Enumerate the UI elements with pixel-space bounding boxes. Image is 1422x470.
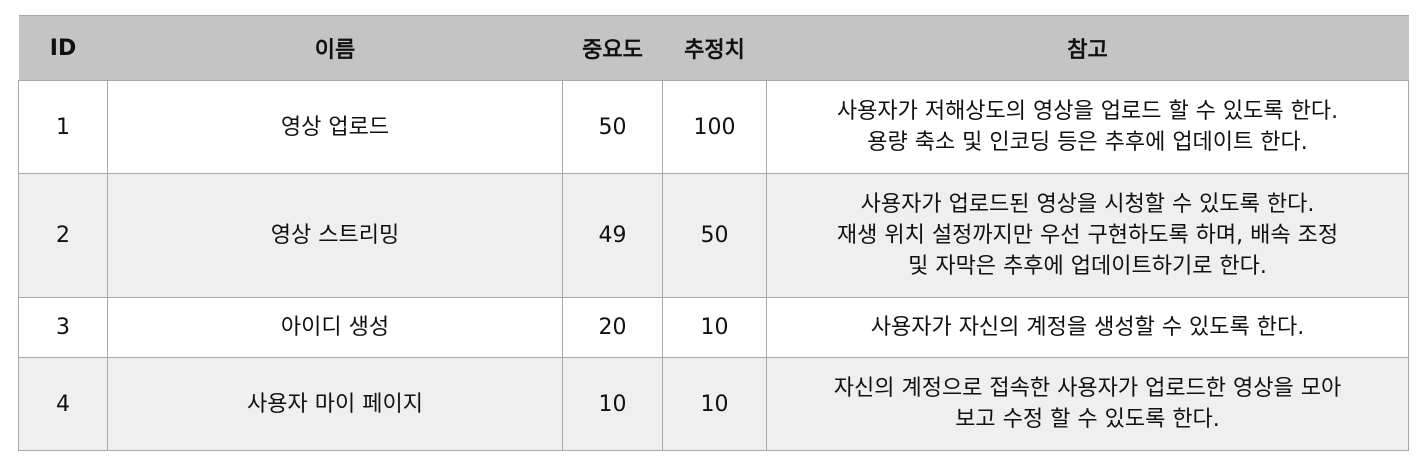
- cell-importance: 10: [562, 357, 663, 451]
- header-id: ID: [18, 15, 108, 81]
- cell-note: 사용자가 저해상도의 영상을 업로드 할 수 있도록 한다. 용량 축소 및 인코…: [766, 80, 1409, 174]
- table-row: 3 아이디 생성 20 10 사용자가 자신의 계정을 생성할 수 있도록 한다…: [18, 297, 1409, 358]
- cell-importance: 49: [562, 173, 663, 298]
- cell-name: 영상 업로드: [107, 80, 563, 174]
- header-importance: 중요도: [562, 15, 663, 81]
- header-estimate: 추정치: [662, 15, 767, 81]
- cell-importance: 50: [562, 80, 663, 174]
- cell-id: 1: [18, 80, 108, 174]
- cell-name: 영상 스트리밍: [107, 173, 563, 298]
- cell-name: 아이디 생성: [107, 297, 563, 358]
- header-row: ID 이름 중요도 추정치 참고: [18, 15, 1409, 81]
- table-row: 4 사용자 마이 페이지 10 10 자신의 계정으로 접속한 사용자가 업로드…: [18, 357, 1409, 451]
- cell-estimate: 50: [662, 173, 767, 298]
- cell-id: 4: [18, 357, 108, 451]
- cell-note: 사용자가 업로드된 영상을 시청할 수 있도록 한다. 재생 위치 설정까지만 우…: [766, 173, 1409, 298]
- header-note: 참고: [766, 15, 1409, 81]
- cell-id: 3: [18, 297, 108, 358]
- backlog-table: ID 이름 중요도 추정치 참고 1 영상 업로드 50 100 사용자가 저해…: [18, 15, 1409, 451]
- cell-note: 사용자가 자신의 계정을 생성할 수 있도록 한다.: [766, 297, 1409, 358]
- table-row: 1 영상 업로드 50 100 사용자가 저해상도의 영상을 업로드 할 수 있…: [18, 80, 1409, 174]
- cell-estimate: 10: [662, 297, 767, 358]
- cell-importance: 20: [562, 297, 663, 358]
- header-name: 이름: [107, 15, 563, 81]
- table-header: ID 이름 중요도 추정치 참고: [18, 15, 1409, 81]
- cell-name: 사용자 마이 페이지: [107, 357, 563, 451]
- cell-estimate: 10: [662, 357, 767, 451]
- backlog-table-container: ID 이름 중요도 추정치 참고 1 영상 업로드 50 100 사용자가 저해…: [18, 15, 1409, 451]
- table-row: 2 영상 스트리밍 49 50 사용자가 업로드된 영상을 시청할 수 있도록 …: [18, 173, 1409, 298]
- cell-id: 2: [18, 173, 108, 298]
- cell-estimate: 100: [662, 80, 767, 174]
- cell-note: 자신의 계정으로 접속한 사용자가 업로드한 영상을 모아 보고 수정 할 수 있…: [766, 357, 1409, 451]
- table-body: 1 영상 업로드 50 100 사용자가 저해상도의 영상을 업로드 할 수 있…: [18, 80, 1409, 451]
